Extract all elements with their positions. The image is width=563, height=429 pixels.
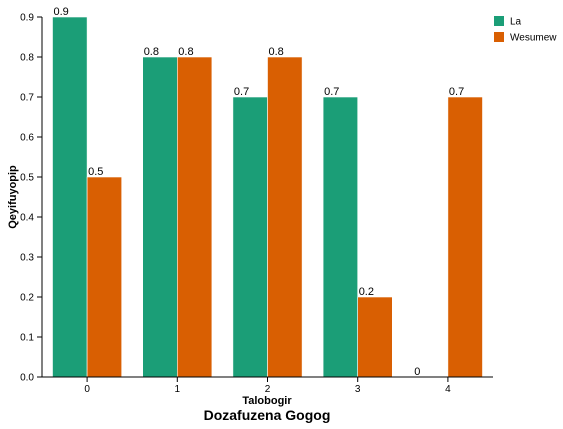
bar-wesumew-1 bbox=[177, 56, 213, 378]
y-tick-label: 0.4 bbox=[20, 213, 34, 224]
y-tick-label: 0.6 bbox=[20, 133, 34, 144]
y-tick-label: 0.8 bbox=[20, 53, 34, 64]
legend-swatch bbox=[494, 16, 504, 26]
data-label: 0.9 bbox=[54, 6, 69, 18]
plot-area: 0.0 0.1 0.2 0.3 0.4 0.5 0.6 0.7 0.8 0.9 0.9 0.5 0.8 0… bbox=[20, 6, 493, 395]
x-tick-label: 0 bbox=[84, 384, 90, 395]
bar-wesumew-2 bbox=[267, 56, 303, 378]
x-tick-label: 3 bbox=[355, 384, 361, 395]
data-label: 0.7 bbox=[234, 86, 249, 98]
y-tick-label: 0.0 bbox=[20, 373, 34, 384]
data-label: 0.8 bbox=[178, 46, 193, 58]
data-label: 0.2 bbox=[359, 286, 374, 298]
data-label: 0.5 bbox=[88, 166, 103, 178]
bar-la-0 bbox=[52, 16, 88, 378]
data-label: 0.7 bbox=[449, 86, 464, 98]
y-tick-label: 0.7 bbox=[20, 93, 34, 104]
data-label: 0.8 bbox=[269, 46, 284, 58]
x-tick-label: 1 bbox=[175, 384, 181, 395]
x-tick-label: 4 bbox=[445, 384, 451, 395]
data-label: 0.7 bbox=[324, 86, 339, 98]
y-axis-title: Qeyifuyopip bbox=[7, 165, 19, 229]
data-label: 0.8 bbox=[144, 46, 159, 58]
y-tick-label: 0.5 bbox=[20, 173, 34, 184]
legend: La Wesumew bbox=[494, 16, 557, 44]
chart-title: Dozafuzena Gogog bbox=[204, 407, 331, 423]
x-tick-label: 2 bbox=[265, 384, 271, 395]
bar-wesumew-3 bbox=[357, 296, 393, 378]
y-tick-label: 0.2 bbox=[20, 293, 34, 304]
data-label: 0 bbox=[414, 366, 420, 378]
bar-wesumew-0 bbox=[86, 176, 122, 378]
bar-la-1 bbox=[142, 56, 178, 378]
bar-wesumew-4 bbox=[447, 96, 483, 378]
bar-la-3 bbox=[322, 96, 359, 378]
y-tick-label: 0.1 bbox=[20, 333, 34, 344]
legend-swatch bbox=[494, 32, 504, 42]
y-tick-label: 0.3 bbox=[20, 253, 34, 264]
y-tick-label: 0.9 bbox=[20, 13, 34, 24]
legend-label: Wesumew bbox=[510, 33, 557, 44]
bar-la-2 bbox=[232, 96, 268, 378]
x-axis-title: Talobogir bbox=[242, 395, 292, 407]
legend-label: La bbox=[510, 17, 522, 28]
